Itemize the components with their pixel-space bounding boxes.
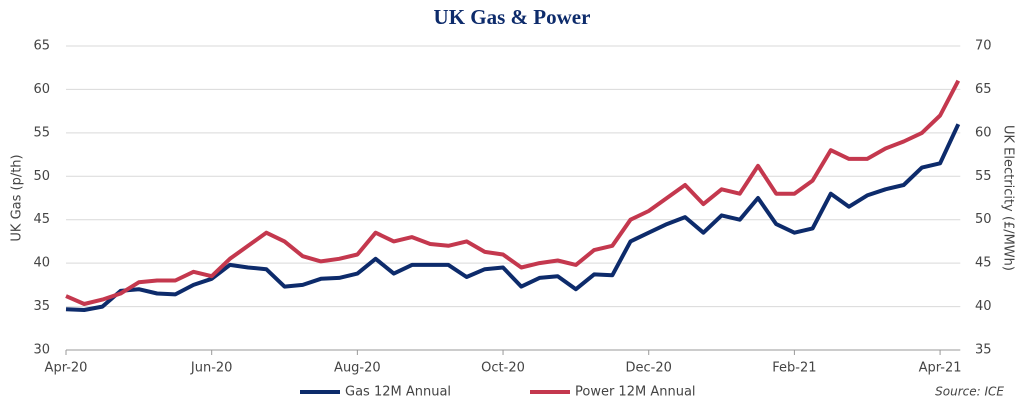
x-tick-label: Feb-21 (772, 361, 816, 376)
x-tick-label: Apr-21 (919, 361, 962, 376)
y2-tick-label: 35 (975, 343, 992, 358)
y-tick-label: 50 (33, 169, 50, 184)
y-axis-label: UK Gas (p/th) (10, 154, 25, 241)
y-tick-label: 35 (33, 299, 50, 314)
y2-tick-label: 45 (975, 256, 992, 271)
x-tick-label: Dec-20 (626, 361, 672, 376)
chart-title: UK Gas & Power (434, 5, 591, 29)
x-tick-label: Aug-20 (334, 361, 381, 376)
y-tick-label: 40 (33, 256, 50, 271)
y-tick-label: 55 (33, 125, 50, 140)
y2-tick-label: 70 (975, 39, 992, 54)
y2-tick-label: 65 (975, 82, 992, 97)
x-tick-label: Apr-20 (45, 361, 88, 376)
source-note: Source: ICE (935, 385, 1004, 399)
series-line (65, 79, 961, 306)
y2-tick-label: 40 (975, 299, 992, 314)
series-line (65, 123, 961, 312)
legend-label: Power 12M Annual (575, 385, 696, 400)
y2-axis-label: UK Electricity (£/MWh) (1001, 125, 1016, 271)
x-tick-label: Jun-20 (190, 361, 233, 376)
y-tick-label: 65 (33, 39, 50, 54)
y-tick-label: 60 (33, 82, 50, 97)
y2-tick-label: 60 (975, 125, 992, 140)
y2-tick-label: 50 (975, 212, 992, 227)
x-tick-label: Oct-20 (481, 361, 525, 376)
y2-tick-label: 55 (975, 169, 992, 184)
y-tick-label: 45 (33, 212, 50, 227)
y-tick-label: 30 (33, 343, 50, 358)
legend-label: Gas 12M Annual (345, 385, 451, 400)
